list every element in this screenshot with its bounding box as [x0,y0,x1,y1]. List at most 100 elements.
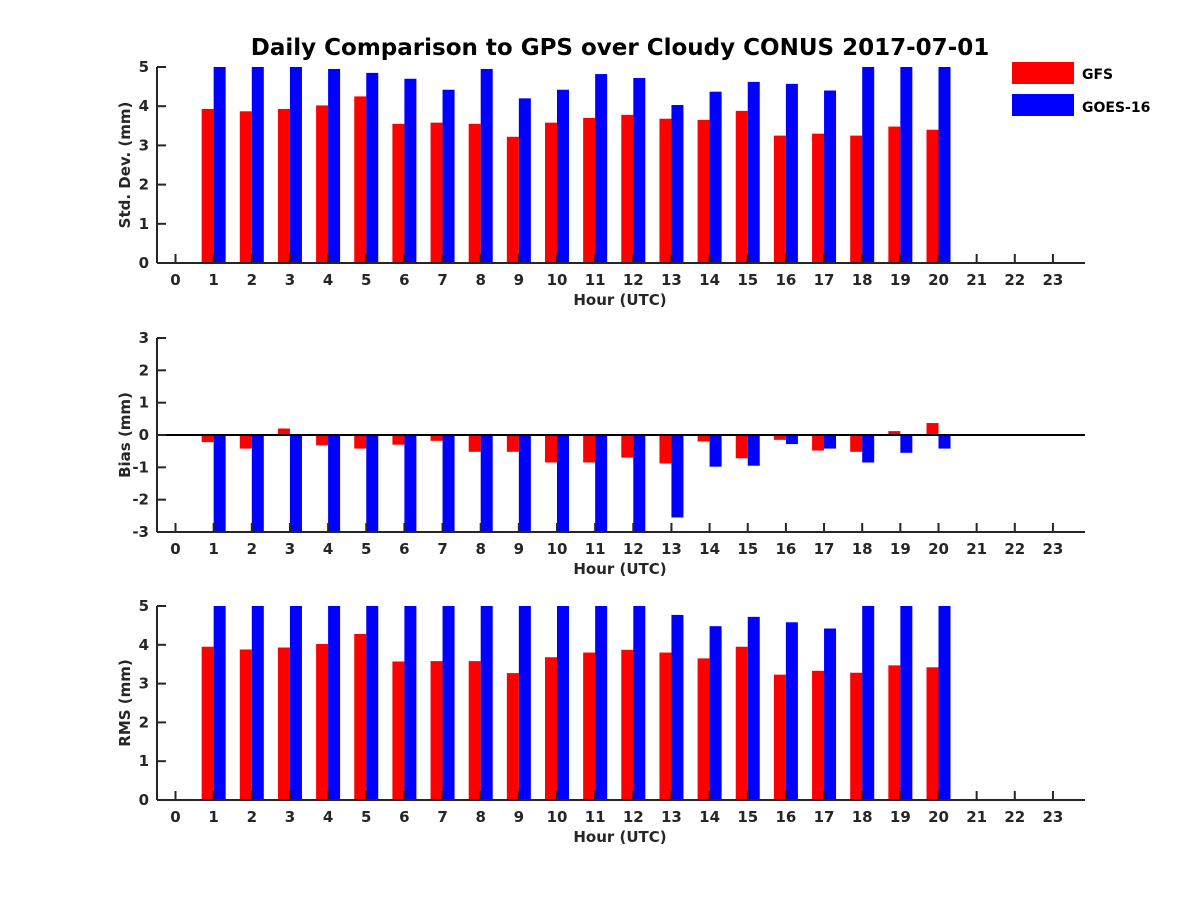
bar-goes16-hour-1 [213,606,226,800]
bar-goes16-hour-7 [442,89,455,264]
x-tick-label: 22 [1004,540,1025,558]
bar-goes16-hour-14 [709,435,722,467]
bar-goes16-hour-5 [366,72,379,263]
bar-gfs-hour-16 [773,674,786,800]
bar-goes16-hour-19 [900,67,913,263]
bar-goes16-hour-5 [366,435,379,532]
bar-gfs-hour-11 [583,117,596,264]
y-tick-label: 0 [139,426,149,444]
y-tick-label: 2 [139,176,149,194]
x-tick-label: 1 [208,808,218,826]
x-tick-label: 15 [737,808,758,826]
x-tick-label: 23 [1043,271,1064,289]
x-tick-label: 2 [247,808,257,826]
x-tick-label: 19 [890,540,911,558]
y-axis-label: RMS (mm) [116,659,134,746]
x-tick-label: 10 [547,271,568,289]
x-tick-label: 23 [1043,808,1064,826]
x-tick-label: 3 [285,808,295,826]
bar-goes16-hour-11 [595,435,608,532]
x-tick-label: 2 [247,540,257,558]
bar-gfs-hour-7 [430,435,443,441]
bar-gfs-hour-14 [697,435,710,442]
x-tick-label: 12 [623,540,644,558]
bar-goes16-hour-6 [404,78,417,263]
bar-goes16-hour-13 [671,614,684,800]
x-tick-label: 19 [890,808,911,826]
bar-gfs-hour-20 [926,423,939,435]
x-tick-label: 6 [399,271,409,289]
x-tick-label: 9 [514,808,524,826]
bar-goes16-hour-14 [709,91,722,263]
x-tick-label: 4 [323,540,333,558]
bar-goes16-hour-20 [938,435,951,449]
y-tick-label: 1 [139,752,149,770]
bar-goes16-hour-16 [785,83,798,263]
x-tick-label: 7 [437,540,447,558]
bar-gfs-hour-8 [468,123,481,263]
y-tick-label: -2 [132,491,149,509]
bar-gfs-hour-10 [545,122,557,263]
x-tick-label: 13 [661,540,682,558]
bar-gfs-hour-14 [697,658,710,800]
bar-gfs-hour-8 [468,435,481,452]
x-tick-label: 11 [585,271,606,289]
x-tick-label: 16 [775,540,796,558]
x-tick-label: 1 [208,540,218,558]
bar-gfs-hour-9 [506,136,519,263]
bar-goes16-hour-7 [442,606,455,800]
bar-goes16-hour-10 [557,89,569,264]
bar-gfs-hour-3 [277,108,290,263]
bar-goes16-hour-18 [862,606,875,800]
bar-goes16-hour-1 [213,67,226,263]
bar-gfs-hour-9 [506,435,519,452]
bar-goes16-hour-15 [747,616,760,800]
bar-gfs-hour-6 [392,123,405,263]
bar-goes16-hour-2 [251,606,264,800]
bar-goes16-hour-14 [709,626,722,800]
x-tick-label: 0 [170,808,180,826]
bar-gfs-hour-2 [239,435,252,449]
x-tick-label: 15 [737,540,758,558]
bar-gfs-hour-20 [926,667,939,800]
bar-gfs-hour-17 [812,670,825,800]
x-tick-label: 21 [966,808,987,826]
bar-gfs-hour-5 [354,96,367,264]
y-tick-label: -1 [132,458,149,476]
bar-gfs-hour-1 [201,108,214,263]
legend-label-goes16: GOES-16 [1082,100,1150,116]
bar-gfs-hour-8 [468,661,481,800]
bar-goes16-hour-9 [518,435,531,532]
bar-goes16-hour-1 [213,435,226,532]
x-tick-label: 20 [928,808,949,826]
x-tick-label: 5 [361,271,371,289]
x-tick-label: 12 [623,808,644,826]
bar-gfs-hour-14 [697,119,710,263]
bar-goes16-hour-13 [671,105,684,264]
bar-gfs-hour-20 [926,129,939,263]
y-tick-label: 1 [139,394,149,412]
y-tick-label: 2 [139,713,149,731]
bar-goes16-hour-8 [480,435,493,532]
x-tick-label: 8 [475,540,485,558]
bar-goes16-hour-17 [824,435,837,449]
bar-goes16-hour-11 [595,606,608,800]
x-tick-label: 8 [475,808,485,826]
bar-goes16-hour-16 [785,622,798,800]
bar-gfs-hour-13 [659,652,672,800]
bar-gfs-hour-18 [850,672,863,800]
bar-gfs-hour-4 [316,435,329,446]
bar-gfs-hour-1 [201,435,214,443]
y-tick-label: 3 [139,329,149,347]
bar-goes16-hour-7 [442,435,455,532]
x-tick-label: 5 [361,808,371,826]
x-tick-label: 18 [852,271,873,289]
bar-gfs-hour-10 [545,435,557,463]
y-axis-label: Bias (mm) [116,392,134,478]
bar-gfs-hour-12 [621,114,634,263]
x-tick-label: 18 [852,808,873,826]
x-tick-label: 10 [547,808,568,826]
